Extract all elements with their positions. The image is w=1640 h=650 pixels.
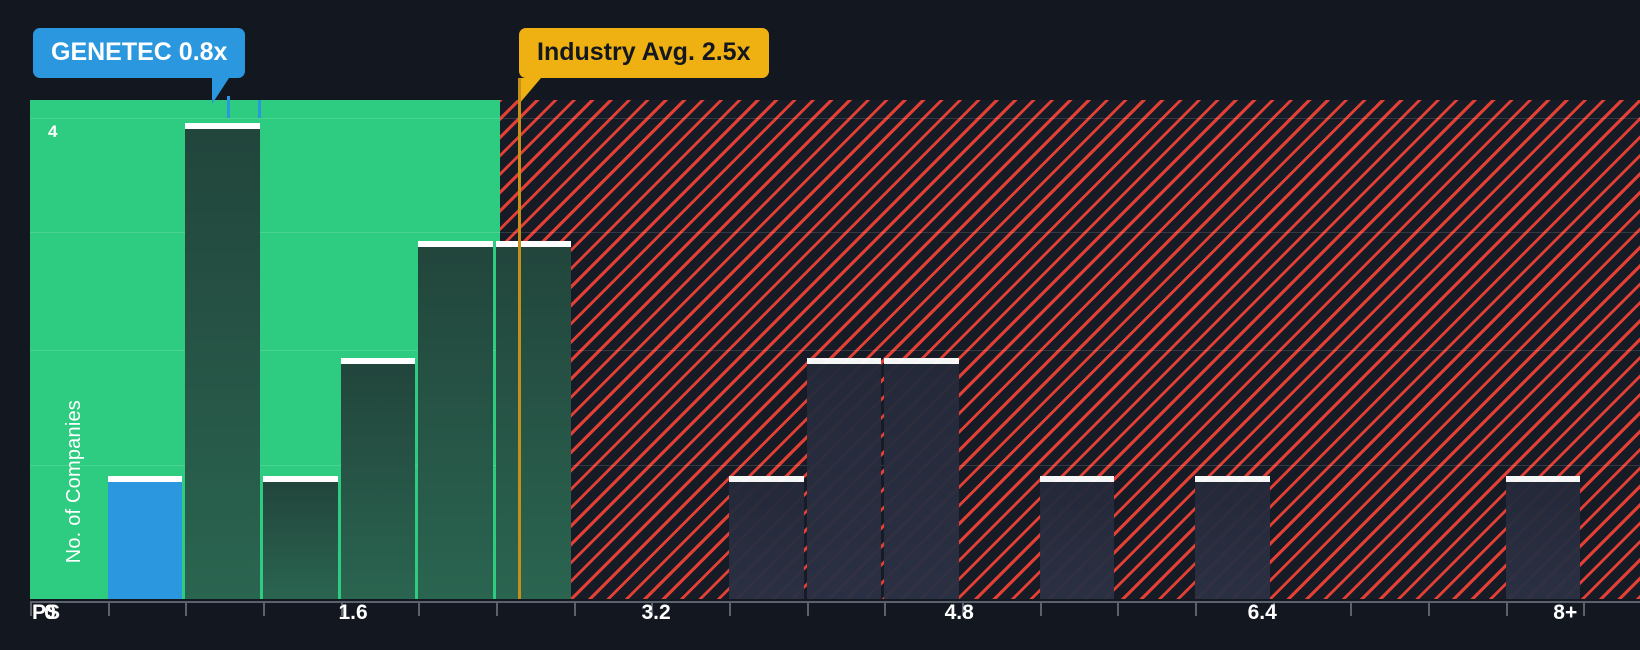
x-axis-prefix-label: PS [32,601,61,624]
x-axis-tick [1350,603,1353,616]
y-axis-value-label: 4 [48,122,58,141]
company-callout-label: GENETEC 0.8x [51,38,228,66]
bar[interactable] [1505,475,1581,599]
bar[interactable] [340,358,416,599]
bar-cap [884,358,959,365]
company-marker-line [258,100,261,118]
x-axis-tick [573,603,576,616]
x-axis-tick [1427,603,1430,616]
bar[interactable] [185,123,260,599]
bar[interactable] [495,240,571,599]
x-axis-tick [884,603,887,616]
x-axis-label: 3.2 [641,601,671,624]
x-axis-label: 8+ [1553,601,1578,624]
x-axis-tick [1272,603,1275,616]
bar-cap [1505,475,1581,482]
x-axis-tick [30,603,32,616]
bar[interactable] [262,475,338,599]
bar-cap [340,358,416,365]
x-axis-tick [1505,603,1508,616]
bar-cap [107,475,183,482]
bar[interactable] [418,240,493,599]
plot-area: 4 No. of Companies [30,100,1640,599]
company-callout-stem [227,96,230,118]
x-axis-tick [806,603,809,616]
x-axis-tick [340,603,343,616]
x-axis-tick [185,603,188,616]
industry-callout-stem [518,78,521,104]
x-axis-tick [1194,603,1197,616]
bar-cap [728,475,804,482]
bar[interactable] [1194,475,1270,599]
industry-callout[interactable]: Industry Avg. 2.5x [519,28,769,78]
company-callout-tail [212,78,229,104]
x-axis-tick [728,603,731,616]
x-axis-label: 1.6 [338,601,368,624]
x-axis-tick [262,603,265,616]
gridline-2 [30,350,1640,351]
bar-cap [418,240,493,247]
bar-cap [185,123,260,130]
y-axis-title: No. of Companies [63,399,85,563]
x-axis-label: 6.4 [1247,601,1277,624]
x-axis-tick [651,603,654,616]
bar[interactable] [806,358,882,599]
gridline-3 [30,232,1640,233]
x-axis-tick [107,603,110,616]
bar[interactable] [884,358,959,599]
x-axis-tick [1583,603,1586,616]
x-axis-label: 4.8 [944,601,974,624]
x-axis-line [30,601,1640,603]
company-callout[interactable]: GENETEC 0.8x [33,28,246,78]
x-axis-tick [1039,603,1042,616]
bar-selected[interactable] [107,475,183,599]
bar-cap [1039,475,1115,482]
x-axis-label: 0 [44,601,56,624]
x-axis-tick [495,603,498,616]
bar-cap [806,358,882,365]
industry-callout-label: Industry Avg. 2.5x [537,38,751,66]
bar[interactable] [728,475,804,599]
bar-cap [262,475,338,482]
bar-cap [495,240,571,247]
bar-cap [1194,475,1270,482]
bar[interactable] [1039,475,1115,599]
overvalued-zone [500,100,1640,599]
gridline-4 [30,118,1640,119]
x-axis-tick [961,603,964,616]
industry-callout-tail [519,78,541,104]
x-axis-tick [1117,603,1120,616]
x-axis-tick [418,603,421,616]
industry-average-line [518,100,521,599]
